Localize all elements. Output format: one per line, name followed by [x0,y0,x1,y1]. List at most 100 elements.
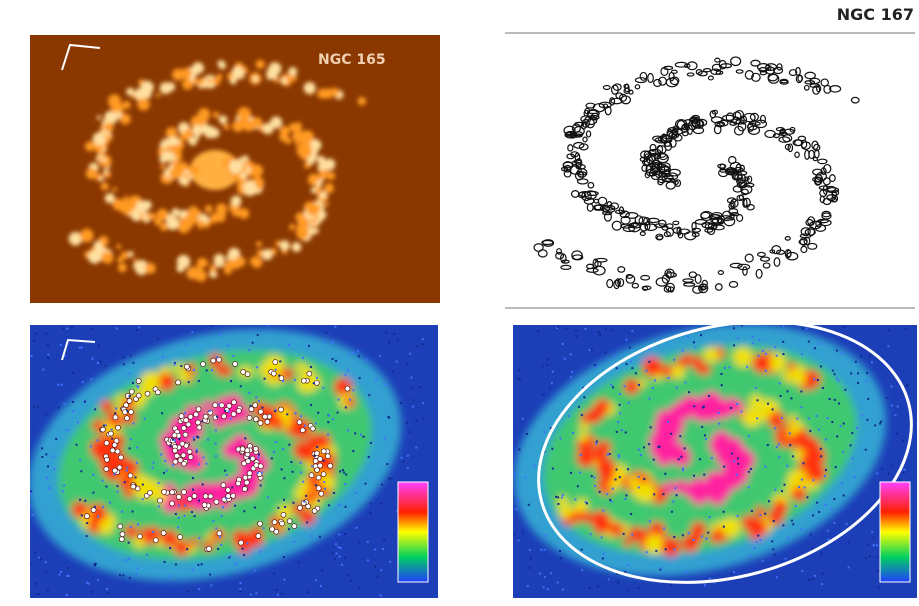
blob [344,483,346,485]
blob [243,181,257,195]
blob [345,386,350,391]
blob [116,425,121,430]
blob [243,475,248,480]
blob [302,357,304,359]
blob [836,350,838,352]
blob [649,520,651,522]
blob [93,241,102,250]
blob [890,385,892,387]
blob [818,429,820,431]
blob [115,112,122,119]
blob [128,542,130,544]
blob [175,513,177,515]
blob [249,457,251,459]
blob [762,350,764,352]
blob [133,258,137,262]
blob [97,440,99,442]
blob [682,467,684,469]
blob [332,341,334,343]
blob [321,472,326,477]
blob [661,567,663,569]
blob [142,498,144,500]
blob [670,584,672,586]
blob [693,539,695,541]
blob [887,345,889,347]
blob [123,363,125,365]
blob [752,354,771,373]
blob [390,478,392,480]
blob [756,269,762,278]
blob [594,485,596,487]
blob [97,516,99,518]
blob [402,461,404,463]
blob [830,86,841,92]
blob [328,463,333,468]
blob [88,250,102,264]
blob [774,489,776,491]
blob [152,531,154,533]
blob [157,338,159,340]
blob [247,471,252,476]
blob [840,352,842,354]
blob [671,365,685,379]
blob [246,459,251,464]
blob [865,449,867,451]
blob [609,499,611,501]
blob [791,520,793,522]
blob [264,378,266,380]
blob [383,316,385,318]
blob [230,418,232,420]
blob [737,515,739,517]
blob [6,584,8,586]
blob [191,331,193,333]
blob [711,457,713,459]
blob [33,406,35,408]
blob [812,514,814,516]
blob [630,361,632,363]
blob [343,471,345,473]
blob [612,329,614,331]
blob [136,329,138,331]
blob [619,393,621,395]
blob [136,447,138,449]
blob [257,472,259,474]
blob [619,412,621,414]
blob [866,380,868,382]
blob [221,414,226,419]
blob [94,408,96,410]
blob [160,164,165,169]
blob [617,421,619,423]
blob [210,271,217,278]
blob [672,501,674,503]
blob [549,387,551,389]
blob [318,500,320,502]
blob [196,436,198,438]
blob [233,161,243,171]
blob [297,420,302,425]
blob [184,364,189,369]
blob [562,589,564,591]
blob [678,458,680,460]
blob [654,379,656,381]
blob [779,382,781,384]
blob [256,60,265,69]
blob [91,508,96,513]
blob [344,557,346,559]
blob [560,557,562,559]
blob [704,584,706,586]
blob [197,267,202,272]
blob [270,117,282,129]
blob [850,372,852,374]
blob [186,343,188,345]
blob [90,445,92,447]
blob [718,423,720,425]
blob [765,353,767,355]
blob [631,367,633,369]
blob [407,467,409,469]
blob [267,496,269,498]
blob [709,578,711,580]
blob [905,328,907,330]
blob [177,144,183,150]
blob [47,344,49,346]
blob [833,522,835,524]
